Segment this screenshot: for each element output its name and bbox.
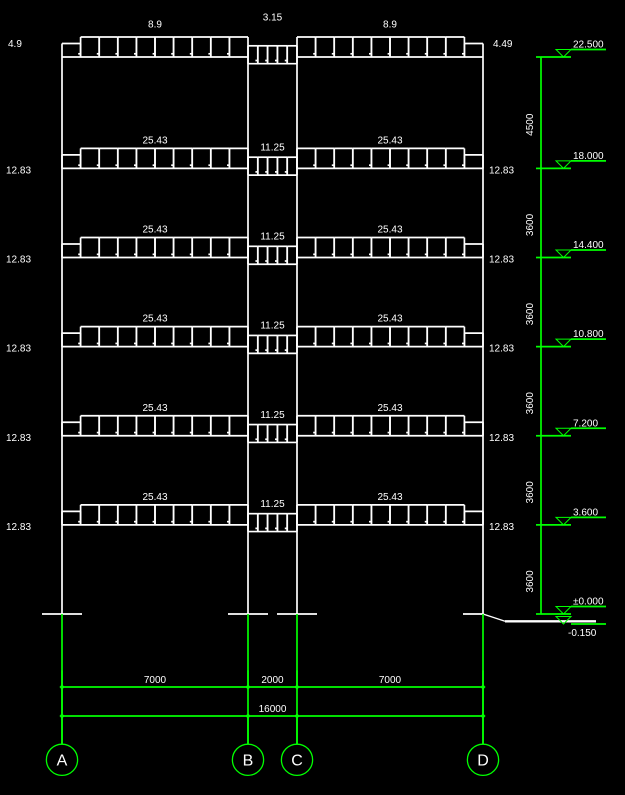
svg-text:3.15: 3.15 bbox=[263, 13, 283, 24]
svg-text:3600: 3600 bbox=[525, 303, 536, 326]
svg-text:25.43: 25.43 bbox=[142, 492, 167, 503]
svg-text:2000: 2000 bbox=[261, 675, 284, 686]
svg-text:12.83: 12.83 bbox=[489, 255, 514, 266]
svg-text:12.83: 12.83 bbox=[489, 344, 514, 355]
svg-text:4.49: 4.49 bbox=[493, 39, 513, 50]
svg-text:8.9: 8.9 bbox=[383, 20, 397, 31]
svg-text:-0.150: -0.150 bbox=[568, 628, 597, 639]
svg-text:11.25: 11.25 bbox=[260, 232, 285, 243]
svg-text:11.25: 11.25 bbox=[260, 410, 285, 421]
svg-text:A: A bbox=[57, 752, 68, 769]
svg-text:25.43: 25.43 bbox=[142, 135, 167, 146]
svg-text:3600: 3600 bbox=[525, 213, 536, 236]
svg-text:3600: 3600 bbox=[525, 570, 536, 593]
svg-text:3.600: 3.600 bbox=[573, 507, 598, 518]
svg-text:3600: 3600 bbox=[525, 392, 536, 415]
svg-text:11.25: 11.25 bbox=[260, 142, 285, 153]
svg-text:12.83: 12.83 bbox=[6, 344, 31, 355]
svg-text:16000: 16000 bbox=[259, 704, 287, 715]
svg-text:25.43: 25.43 bbox=[142, 314, 167, 325]
svg-text:12.83: 12.83 bbox=[489, 433, 514, 444]
svg-text:7.200: 7.200 bbox=[573, 418, 598, 429]
svg-text:12.83: 12.83 bbox=[489, 165, 514, 176]
svg-text:12.83: 12.83 bbox=[6, 522, 31, 533]
svg-text:11.25: 11.25 bbox=[260, 499, 285, 510]
svg-text:12.83: 12.83 bbox=[6, 165, 31, 176]
svg-text:25.43: 25.43 bbox=[377, 225, 402, 236]
svg-text:4500: 4500 bbox=[525, 113, 536, 136]
svg-text:25.43: 25.43 bbox=[142, 225, 167, 236]
svg-text:D: D bbox=[477, 752, 489, 769]
svg-text:4.9: 4.9 bbox=[8, 39, 22, 50]
svg-text:B: B bbox=[243, 752, 254, 769]
svg-text:25.43: 25.43 bbox=[142, 403, 167, 414]
svg-text:12.83: 12.83 bbox=[489, 522, 514, 533]
svg-text:14.400: 14.400 bbox=[573, 240, 604, 251]
svg-text:22.500: 22.500 bbox=[573, 40, 604, 51]
svg-text:18.000: 18.000 bbox=[573, 151, 604, 162]
svg-text:3600: 3600 bbox=[525, 481, 536, 504]
svg-text:C: C bbox=[291, 752, 303, 769]
svg-text:7000: 7000 bbox=[144, 675, 167, 686]
svg-text:7000: 7000 bbox=[379, 675, 402, 686]
svg-text:10.800: 10.800 bbox=[573, 329, 604, 340]
svg-text:25.43: 25.43 bbox=[377, 492, 402, 503]
svg-text:12.83: 12.83 bbox=[6, 255, 31, 266]
svg-text:12.83: 12.83 bbox=[6, 433, 31, 444]
svg-text:25.43: 25.43 bbox=[377, 403, 402, 414]
svg-text:25.43: 25.43 bbox=[377, 135, 402, 146]
svg-text:25.43: 25.43 bbox=[377, 314, 402, 325]
svg-text:±0.000: ±0.000 bbox=[573, 597, 604, 608]
svg-text:11.25: 11.25 bbox=[260, 321, 285, 332]
svg-text:8.9: 8.9 bbox=[148, 20, 162, 31]
